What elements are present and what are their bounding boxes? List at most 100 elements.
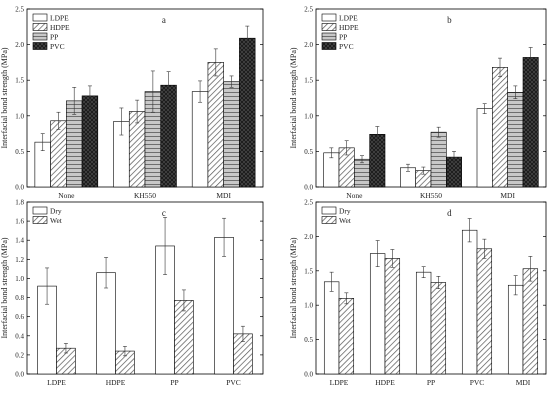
bar-dry-pp (415, 271, 432, 375)
legend-label-pvc: PVC (339, 42, 354, 51)
bar-pvc-none (81, 95, 99, 188)
x-tick-label: KH550 (134, 191, 156, 200)
x-tick-label: None (346, 191, 363, 200)
bar-hdpe-mdi (207, 62, 224, 188)
legend-swatch-wet (32, 216, 48, 224)
y-tick-label: 2.0 (15, 41, 24, 49)
y-tick-label: 2.0 (304, 41, 313, 49)
y-axis-label: Interfacial bond strength (MPa) (289, 47, 298, 148)
y-tick-label: 0.0 (304, 184, 313, 192)
x-tick-label: HDPE (375, 378, 395, 387)
legend-label-pvc: PVC (50, 42, 65, 51)
x-tick-label: PP (427, 378, 435, 387)
bar-pvc-mdi (522, 57, 539, 188)
legend-label-wet: Wet (50, 216, 63, 225)
y-tick-label: 2.5 (304, 6, 313, 14)
chart-panel-a: 0.0 0.5 1.0 1.5 2.0 2.5 Interfacial bond stren… (0, 6, 264, 200)
legend-swatch-pp (321, 32, 337, 41)
legend-label-hdpe: HDPE (50, 23, 70, 32)
plot-frame (26, 201, 264, 375)
y-tick-label: 1.5 (15, 77, 24, 85)
y-tick-label: 0.0 (15, 184, 24, 192)
legend-label-wet: Wet (339, 216, 352, 225)
y-tick-label: 0.5 (15, 148, 24, 156)
y-axis-label: Interfacial bond strength (MPa) (0, 47, 9, 148)
y-tick-label: 2.0 (304, 233, 313, 241)
y-tick-label: 1.8 (15, 199, 24, 207)
bar-pp-mdi (223, 81, 240, 188)
legend-swatch-ldpe (32, 13, 48, 22)
y-tick-label: 2.5 (15, 6, 24, 14)
x-tick-label: KH550 (420, 191, 442, 200)
y-tick-label: 0.0 (304, 371, 313, 379)
legend-swatch-pvc (32, 42, 48, 50)
y-tick-label: 1.6 (15, 218, 24, 226)
bar-hdpe-none (50, 120, 67, 188)
bar-dry-mdi (507, 284, 524, 375)
x-tick-label: PVC (226, 378, 241, 387)
legend-label-pp: PP (50, 33, 58, 42)
x-tick-label: MDI (500, 191, 515, 200)
legend-label-dry: Dry (339, 207, 351, 216)
bar-pvc-mdi (239, 37, 256, 188)
x-tick-label: LDPE (330, 378, 349, 387)
y-tick-label: 0.2 (15, 351, 24, 359)
y-tick-label: 1.0 (304, 112, 313, 120)
legend-swatch-hdpe (321, 23, 337, 31)
bar-ldpe-mdi (191, 91, 209, 188)
legend-swatch-pvc (321, 42, 337, 50)
panel-label: a (162, 15, 166, 25)
y-tick-label: 1.5 (304, 77, 313, 85)
bar-dry-hdpe (369, 253, 386, 375)
bar-pvc-kh550 (160, 84, 177, 188)
x-tick-label: MDI (516, 378, 531, 387)
legend-swatch-ldpe (321, 13, 337, 22)
y-tick-label: 1.2 (15, 256, 24, 264)
bar-wet-mdi (522, 268, 539, 375)
panel-label: c (162, 208, 166, 218)
x-tick-label: MDI (216, 191, 231, 200)
bar-wet-pvc (476, 248, 493, 375)
bar-dry-ldpe (323, 281, 340, 375)
panel-label: d (447, 208, 452, 218)
bar-wet-pp (430, 282, 447, 375)
y-tick-label: 0.5 (304, 336, 313, 344)
y-tick-label: 0.4 (15, 332, 24, 340)
legend-label-ldpe: LDPE (339, 14, 358, 23)
y-tick-label: 1.0 (15, 112, 24, 120)
chart-panel-d: 0.0 0.5 1.0 1.5 2.0 2.5 Interfacial bond stren… (289, 199, 547, 387)
bar-pp-mdi (507, 92, 524, 188)
bar-dry-pvc (461, 229, 478, 375)
bar-dry-pvc (214, 237, 234, 375)
y-tick-label: 0.5 (304, 148, 313, 156)
legend-swatch-dry (321, 206, 337, 215)
y-tick-label: 0.6 (15, 313, 24, 321)
y-axis-label: Interfacial bond strength (MPa) (0, 237, 9, 338)
legend-swatch-hdpe (32, 23, 48, 31)
legend-swatch-pp (32, 32, 48, 41)
y-tick-label: 0.8 (15, 294, 24, 302)
x-tick-label: PP (170, 378, 178, 387)
bar-wet-hdpe (384, 258, 401, 375)
y-tick-label: 1.0 (304, 302, 313, 310)
y-tick-label: 2.5 (304, 199, 313, 207)
x-tick-label: None (58, 191, 75, 200)
y-axis-label: Interfacial bond strength (MPa) (289, 237, 298, 338)
legend-swatch-dry (32, 206, 48, 215)
bar-wet-pp (174, 300, 194, 375)
bar-pp-kh550 (430, 131, 447, 188)
panel-label: b (447, 15, 452, 25)
y-tick-label: 0.0 (15, 371, 24, 379)
legend-label-dry: Dry (50, 207, 62, 216)
legend-label-ldpe: LDPE (50, 14, 69, 23)
chart-panel-b: 0.0 0.5 1.0 1.5 2.0 2.5 Interfacial bond stren… (289, 6, 547, 200)
legend-swatch-wet (321, 216, 337, 224)
legend-label-pp: PP (339, 33, 347, 42)
bar-hdpe-mdi (492, 67, 508, 188)
y-tick-label: 1.5 (304, 267, 313, 275)
legend-label-hdpe: HDPE (339, 23, 359, 32)
bar-pp-none (354, 158, 370, 188)
x-tick-label: HDPE (106, 378, 126, 387)
y-tick-label: 1.0 (15, 275, 24, 283)
